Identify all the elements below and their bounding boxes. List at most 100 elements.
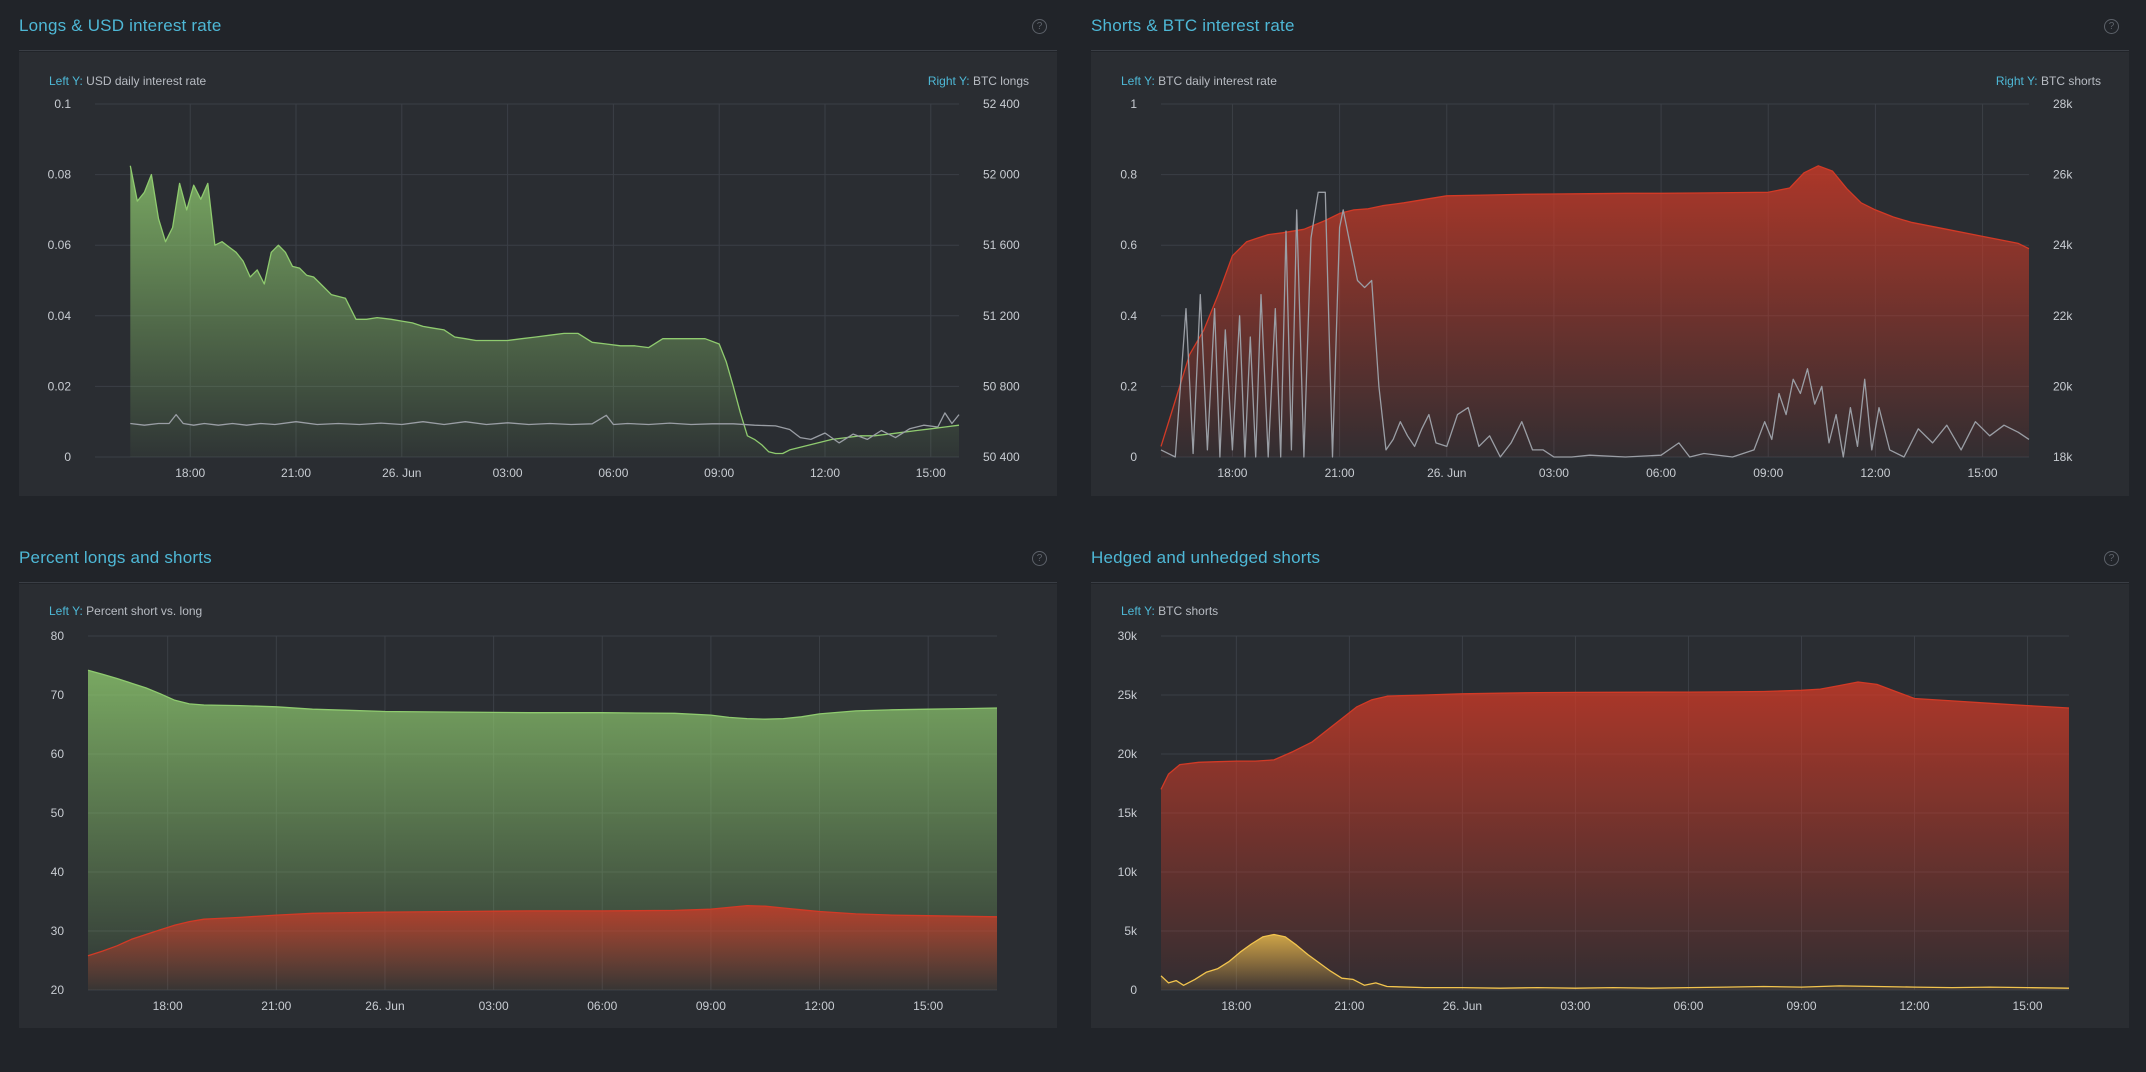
right-y-tick-label: 52 400 (983, 97, 1020, 111)
x-tick-label: 18:00 (175, 466, 205, 480)
panel-title: Percent longs and shorts (19, 548, 212, 567)
left-y-tick-label: 40 (51, 865, 65, 879)
left-y-tick-label: 0.04 (48, 309, 72, 323)
help-icon[interactable]: ? (1032, 19, 1047, 34)
right-y-tick-label: 24k (2053, 238, 2073, 252)
left-axis-key: Left Y: (49, 604, 83, 618)
chart-area: Left Y: Percent short vs. long 18:00 21:0… (19, 584, 1057, 1028)
x-tick-label: 21:00 (261, 999, 291, 1013)
left-axis-label: Percent short vs. long (86, 604, 203, 618)
right-axis-label: BTC longs (972, 74, 1029, 88)
right-y-tick-label: 50 400 (983, 450, 1020, 464)
right-axis-key: Right Y: (1995, 74, 2038, 88)
left-y-tick-label: 15k (1118, 806, 1138, 820)
longs-usd-chart: 18:00 21:00 26. Jun 03:00 06:00 09:00 12:00 15:… (48, 97, 1020, 480)
left-y-tick-label: 0.2 (1120, 379, 1137, 393)
right-y-tick-label: 51 200 (983, 309, 1020, 323)
x-tick-label: 15:00 (2013, 999, 2043, 1013)
usd-daily-interest-rate-line (130, 412, 960, 444)
unhedged-shorts-line (1160, 681, 2070, 790)
btc-shorts-line (1160, 165, 2030, 447)
hedged-shorts-area (1161, 934, 2069, 990)
btc-longs-area (130, 165, 960, 458)
left-y-tick-label: 10k (1118, 865, 1138, 879)
x-tick-label: 03:00 (493, 466, 523, 480)
x-tick-label: 03:00 (1560, 999, 1590, 1013)
left-y-tick-label: 0.02 (48, 379, 72, 393)
x-tick-label: 12:00 (1860, 466, 1890, 480)
x-tick-label: 09:00 (704, 466, 734, 480)
left-axis-legend: Left Y: BTC daily interest rate (1121, 74, 1277, 88)
x-tick-label: 03:00 (1539, 466, 1569, 480)
panel-title: Hedged and unhedged shorts (1091, 548, 1321, 567)
panel-longs-usd: Longs & USD interest rate ? Left Y: USD … (19, 0, 1057, 496)
chart-area: Left Y: BTC shorts 18:00 21:00 26. Jun 03:0… (1091, 584, 2129, 1028)
btc-daily-interest-rate-line (1160, 191, 2030, 458)
panel-header: Percent longs and shorts ? (19, 532, 1057, 583)
right-y-tick-label: 51 600 (983, 238, 1020, 252)
unhedged-shorts-area (1161, 682, 2069, 990)
help-icon[interactable]: ? (1032, 551, 1047, 566)
btc-shorts-area (1161, 165, 2029, 458)
x-tick-label: 26. Jun (382, 466, 421, 480)
chart-area: Left Y: BTC daily interest rate Right Y:… (1091, 52, 2129, 496)
help-icon[interactable]: ? (2104, 19, 2119, 34)
right-y-tick-label: 18k (2053, 450, 2073, 464)
percent-chart: 18:00 21:00 26. Jun 03:00 06:00 09:00 12:00 15:… (51, 629, 998, 1013)
panel-header: Shorts & BTC interest rate ? (1091, 0, 2129, 51)
left-y-tick-label: 5k (1124, 924, 1138, 938)
right-axis-legend: Right Y: BTC longs (928, 74, 1029, 88)
x-tick-label: 21:00 (281, 466, 311, 480)
right-axis-key: Right Y: (927, 74, 970, 88)
x-tick-label: 09:00 (696, 999, 726, 1013)
x-tick-label: 09:00 (1753, 466, 1783, 480)
left-y-tick-label: 25k (1118, 688, 1138, 702)
help-icon[interactable]: ? (2104, 551, 2119, 566)
x-tick-label: 06:00 (598, 466, 628, 480)
left-axis-label: BTC daily interest rate (1158, 74, 1277, 88)
x-tick-label: 21:00 (1334, 999, 1364, 1013)
x-tick-label: 15:00 (916, 466, 946, 480)
shorts-btc-chart: 18:00 21:00 26. Jun 03:00 06:00 09:00 12:00 15:… (1120, 97, 2073, 480)
x-tick-label: 12:00 (1900, 999, 1930, 1013)
left-y-tick-label: 1 (1130, 97, 1137, 111)
right-y-tick-label: 28k (2053, 97, 2073, 111)
panel-percent-long-short: Percent longs and shorts ? Left Y: Perce… (19, 532, 1057, 1028)
left-y-tick-label: 80 (51, 629, 65, 643)
panel-title: Shorts & BTC interest rate (1091, 16, 1295, 35)
left-y-tick-label: 0.6 (1120, 238, 1137, 252)
left-axis-legend: Left Y: BTC shorts (1121, 604, 1218, 618)
left-y-tick-label: 70 (51, 688, 65, 702)
left-axis-legend: Left Y: USD daily interest rate (49, 74, 206, 88)
x-tick-label: 26. Jun (365, 999, 404, 1013)
left-y-tick-label: 0.4 (1120, 309, 1137, 323)
hedged-shorts-line (1160, 933, 2070, 989)
btc-longs-line (129, 165, 960, 455)
right-axis-label: BTC shorts (2040, 74, 2101, 88)
left-axis-legend: Left Y: Percent short vs. long (49, 604, 202, 618)
left-y-tick-label: 20 (51, 983, 65, 997)
x-tick-label: 18:00 (1221, 999, 1251, 1013)
x-tick-label: 15:00 (1968, 466, 1998, 480)
percent-short-line (87, 904, 998, 957)
x-tick-label: 15:00 (913, 999, 943, 1013)
left-y-tick-label: 20k (1118, 747, 1138, 761)
panel-shorts-btc: Shorts & BTC interest rate ? Left Y: BTC… (1091, 0, 2129, 496)
x-tick-label: 12:00 (805, 999, 835, 1013)
left-y-tick-label: 50 (51, 806, 65, 820)
panel-header: Longs & USD interest rate ? (19, 0, 1057, 51)
panel-title: Longs & USD interest rate (19, 16, 222, 35)
x-tick-label: 26. Jun (1427, 466, 1466, 480)
left-y-tick-label: 30k (1118, 629, 1138, 643)
left-axis-label: BTC shorts (1158, 604, 1219, 618)
x-tick-label: 06:00 (1646, 466, 1676, 480)
percent-long-line (87, 669, 998, 720)
left-y-tick-label: 0 (64, 450, 71, 464)
panel-hedged-unhedged: Hedged and unhedged shorts ? Left Y: BTC… (1091, 532, 2129, 1028)
x-tick-label: 12:00 (810, 466, 840, 480)
x-tick-label: 03:00 (479, 999, 509, 1013)
left-y-tick-label: 60 (51, 747, 65, 761)
left-y-tick-label: 0.8 (1120, 168, 1137, 182)
left-axis-label: USD daily interest rate (86, 74, 207, 88)
x-tick-label: 09:00 (1786, 999, 1816, 1013)
